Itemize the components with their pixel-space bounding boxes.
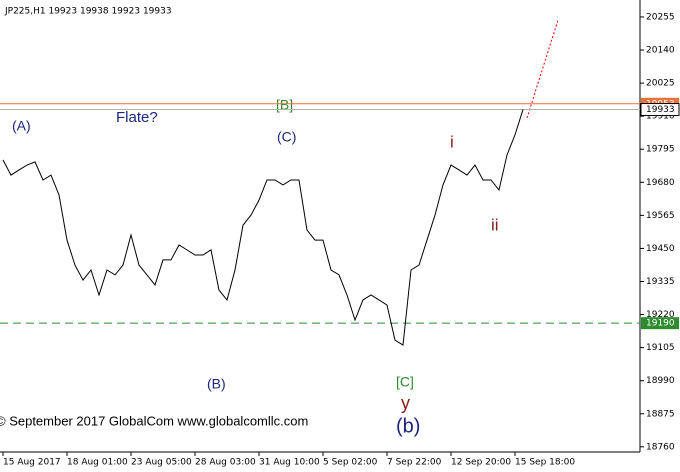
y-tick-label: 20140 [646,46,675,56]
y-tick-label: 19680 [646,178,675,188]
x-tick-label: 23 Aug 05:00 [131,458,192,468]
level-label-box [640,103,680,117]
y-tick-label: 19220 [646,310,675,320]
price-line [2,109,524,346]
x-tick-label: 15 Aug 2017 [3,458,61,468]
x-tick-label: 15 Sep 18:00 [515,458,575,468]
x-tick-label: 28 Aug 03:00 [195,458,256,468]
y-tick-label: 19565 [646,211,675,221]
annotation: [C] [396,374,414,390]
footer: © September 2017 GlobalCom www.globalcom… [0,413,308,428]
level-label-box [641,317,679,330]
level-label: 19933 [646,105,675,115]
annotation: (A) [12,118,31,134]
x-tick-label: 12 Sep 20:00 [451,458,511,468]
y-tick-label: 18760 [646,442,675,452]
annotation: i [450,132,454,151]
y-tick-label: 19910 [646,112,675,122]
annotation: y [401,393,410,413]
y-tick-label: 19450 [646,244,675,254]
chart-title: JP225,H1 19923 19938 19923 19933 [4,7,172,17]
y-tick-label: 19105 [646,343,675,353]
y-tick-label: 19795 [646,145,675,155]
y-tick-label: 20025 [646,79,675,89]
x-tick-label: 7 Sep 22:00 [387,458,442,468]
forecast-line [526,19,559,119]
x-tick-label: 5 Sep 02:00 [323,458,378,468]
annotation: Flate? [116,109,158,126]
annotation: ii [491,215,499,234]
x-tick-label: 31 Aug 10:00 [259,458,320,468]
y-tick-label: 20255 [646,12,675,22]
annotation: (C) [277,129,296,145]
annotation: (b) [396,415,420,437]
x-tick-label: 18 Aug 01:00 [67,458,128,468]
annotation: [B] [276,97,293,113]
y-tick-label: 18875 [646,409,675,419]
level-label: 19190 [646,319,675,329]
y-tick-label: 19335 [646,277,675,287]
annotation: (B) [207,376,226,392]
y-tick-label: 18990 [646,376,675,386]
